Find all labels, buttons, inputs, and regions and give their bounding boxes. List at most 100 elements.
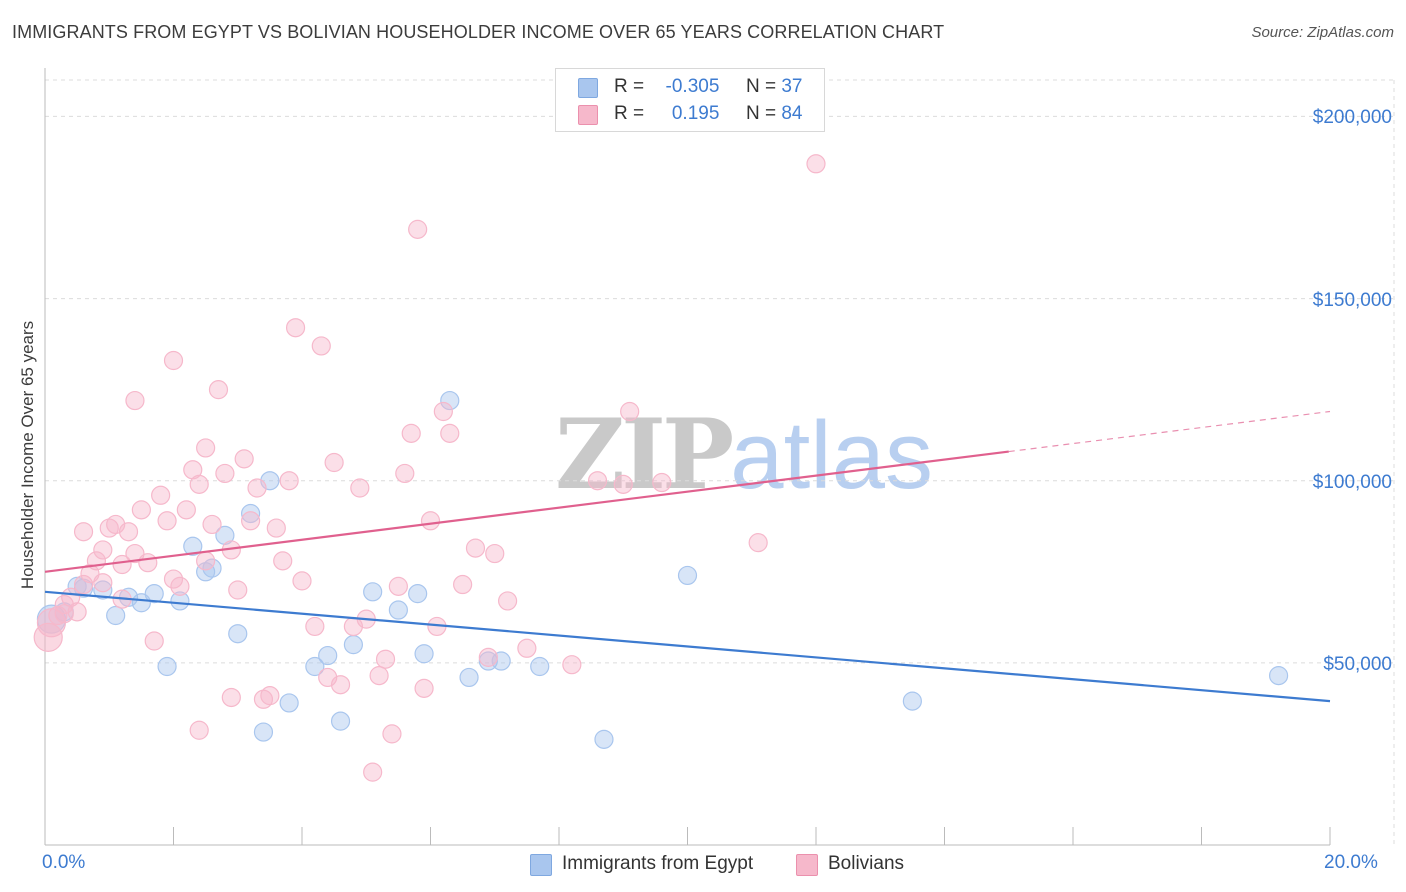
point-egypt-31 [530,656,550,677]
legend-n-label-bolivians: N = [745,103,777,124]
point-bolivians-59 [395,463,415,484]
point-bolivians-43 [279,471,299,491]
point-egypt-34 [902,691,922,711]
point-bolivians-63 [420,511,441,531]
point-egypt-11 [196,562,216,582]
point-bolivians-49 [324,452,344,473]
point-bolivians-24 [163,350,184,371]
point-bolivians-15 [118,522,139,542]
point-bolivians-12 [99,518,119,538]
point-egypt-28 [459,667,479,688]
point-bolivians-18 [131,500,151,520]
point-egypt-14 [228,624,248,644]
trend-line-bolivians [44,450,1009,573]
point-bolivians-54 [363,762,383,782]
point-bolivians-72 [517,638,537,658]
point-bolivians-71 [498,591,518,611]
point-egypt-16 [253,722,274,742]
correlation-legend: R = -0.305 N = 37 R = 0.195 N = 84 [555,68,825,132]
point-bolivians-55 [369,666,389,686]
watermark: ZIPatlas [555,398,933,511]
point-bolivians-70 [485,543,505,564]
point-bolivians-42 [273,551,293,571]
point-egypt-33 [677,565,698,586]
legend-swatch-egypt [578,78,598,98]
bottom-legend-label-bolivians: Bolivians [828,853,905,874]
point-egypt-9 [170,591,190,611]
y-axis-label: Householder Income Over 65 years [18,320,37,590]
legend-r-value-bolivians: 0.195 [671,103,720,124]
point-bolivians-66 [440,423,460,443]
point-bolivians-41 [266,518,286,538]
watermark-atlas: atlas [730,402,933,509]
point-bolivians-10 [93,573,113,593]
watermark-zip: ZIP [555,398,734,511]
point-bolivians-30 [196,551,216,571]
x-tick-label-min: 0.0% [42,852,86,873]
point-bolivians-21 [151,485,171,505]
point-bolivians-80 [189,720,209,740]
legend-r-label-bolivians: R = [614,103,645,124]
legend-r-value-egypt: -0.305 [665,76,720,97]
point-bolivians-29 [196,438,216,458]
point-bolivians-28 [189,474,209,494]
point-bolivians-62 [414,678,434,698]
legend-n-value-egypt: 37 [781,76,803,97]
point-bolivians-65 [433,401,453,422]
point-bolivians-68 [465,538,486,558]
chart-title: IMMIGRANTS FROM EGYPT VS BOLIVIAN HOUSEH… [12,22,945,42]
legend-text-bolivians: R = 0.195 N = 84 [614,103,802,125]
point-bolivians-75 [613,474,633,494]
point-bolivians-7 [73,522,94,542]
point-egypt-20 [318,645,338,666]
point-bolivians-44 [285,318,306,338]
bottom-legend-swatch-bolivians [796,854,818,876]
y-tick-label: $100,000 [1312,471,1392,493]
point-bolivians-32 [208,380,229,400]
point-bolivians-47 [311,336,331,356]
point-bolivians-17 [125,390,145,411]
point-bolivians-76 [620,401,640,422]
point-egypt-15 [241,503,261,524]
legend-r-label-egypt: R = [614,76,645,97]
point-bolivians-26 [176,500,196,520]
point-bolivians-83 [54,604,74,624]
point-bolivians-31 [202,514,222,535]
x-tick-label-max: 20.0% [1324,852,1378,873]
point-egypt-22 [343,635,363,655]
y-tick-label: $50,000 [1323,653,1392,675]
point-bolivians-36 [234,449,254,469]
point-bolivians-14 [112,554,132,575]
point-bolivians-6 [73,574,94,595]
point-bolivians-69 [478,647,498,667]
point-bolivians-19 [138,553,158,573]
point-egypt-24 [388,600,408,620]
point-egypt-25 [408,584,428,604]
point-bolivians-46 [305,616,325,637]
point-bolivians-37 [241,511,261,531]
trend-line-egypt [44,590,1331,703]
y-tick-label: $200,000 [1312,107,1392,129]
point-bolivians-57 [382,724,402,744]
point-egypt-26 [414,644,434,664]
point-bolivians-73 [562,655,582,675]
legend-swatch-bolivians [578,105,598,125]
point-bolivians-39 [253,689,274,709]
point-bolivians-50 [330,675,351,695]
point-egypt-35 [1268,666,1289,686]
point-egypt-21 [330,711,351,731]
legend-n-value-bolivians: 84 [781,103,803,124]
trend-lines [44,410,1331,703]
point-egypt-18 [279,693,299,713]
axes [44,68,1331,846]
source-label: Source: ZipAtlas.com [1251,24,1394,41]
point-bolivians-77 [652,472,672,493]
legend-text-egypt: R = -0.305 N = 37 [614,76,802,98]
point-egypt-4 [106,605,126,626]
legend-n-label-egypt: N = [745,76,777,97]
point-bolivians-58 [388,576,408,596]
point-bolivians-35 [228,580,248,600]
point-bolivians-78 [748,533,768,553]
bottom-legend-swatch-egypt [530,854,552,876]
